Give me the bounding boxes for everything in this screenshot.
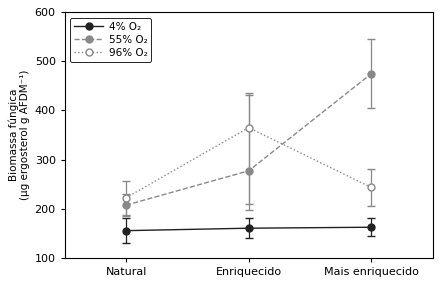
Legend: 4% O₂, 55% O₂, 96% O₂: 4% O₂, 55% O₂, 96% O₂ — [70, 18, 151, 62]
Y-axis label: Biomassa fúngica
(µg ergosterol g AFDM⁻¹): Biomassa fúngica (µg ergosterol g AFDM⁻¹… — [8, 70, 30, 200]
